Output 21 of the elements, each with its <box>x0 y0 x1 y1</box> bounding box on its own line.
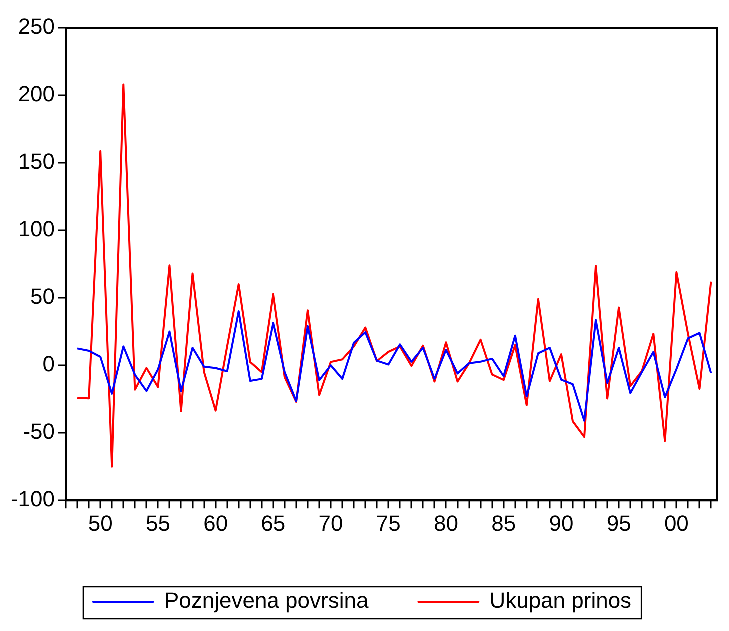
x-tick-label: 70 <box>318 510 344 536</box>
x-tick-label: 80 <box>434 510 458 536</box>
y-tick-label: -50 <box>23 419 56 444</box>
x-tick-label: 00 <box>664 510 689 536</box>
y-tick-label: 50 <box>30 284 56 310</box>
x-tick-label: 55 <box>146 510 170 536</box>
y-tick-label: 150 <box>18 149 56 174</box>
y-tick-label: 100 <box>18 216 56 242</box>
y-tick-label: 200 <box>18 82 56 107</box>
x-tick-label: 95 <box>606 510 632 536</box>
x-tick-label: 75 <box>376 510 401 536</box>
x-tick-label: 60 <box>204 510 228 536</box>
y-tick-label: 250 <box>18 14 56 40</box>
y-tick-label: 0 <box>42 352 56 377</box>
legend-label: Poznjevena povrsina <box>164 588 370 614</box>
x-tick-label: 65 <box>261 510 286 536</box>
y-tick-label: -100 <box>10 486 56 512</box>
x-tick-label: 85 <box>492 510 516 536</box>
x-tick-label: 50 <box>88 510 113 536</box>
x-tick-label: 90 <box>549 510 574 536</box>
legend-label: Ukupan prinos <box>490 588 632 614</box>
